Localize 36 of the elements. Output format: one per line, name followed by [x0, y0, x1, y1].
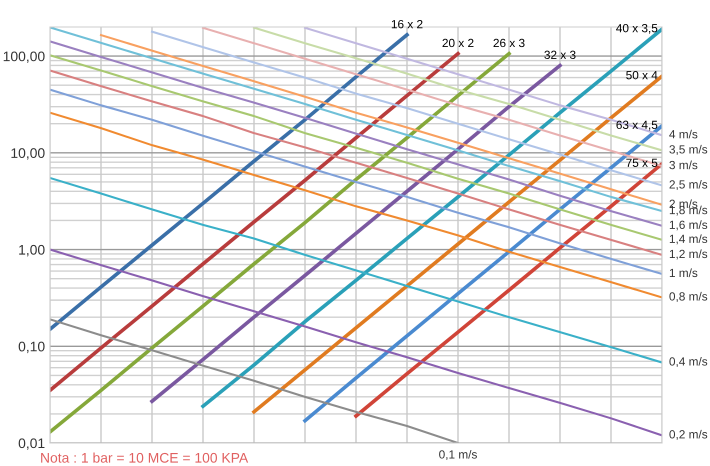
y-tick-label: 100,00 — [4, 51, 45, 63]
series-label: 4 m/s — [669, 130, 698, 138]
series-label: 1,2 m/s — [670, 249, 708, 260]
series-label: 0,2 m/s — [669, 430, 708, 440]
line-series — [50, 33, 409, 332]
series-label: 20 x 2 — [442, 38, 474, 48]
y-tick-label: 0,01 — [18, 438, 44, 450]
series-label: 0,1 m/s — [439, 450, 477, 460]
series-label: 0,8 m/s — [669, 292, 708, 302]
series-label: 1,6 m/s — [670, 220, 708, 230]
series-label: 2,5 m/s — [670, 180, 708, 190]
text: Nota : 1 bar = 10 MCE = 100 KPA — [41, 452, 248, 463]
line-series — [150, 64, 562, 404]
series-label: 3 m/s — [669, 160, 698, 170]
series-label: 1,4 m/s — [670, 234, 708, 244]
line-series — [50, 52, 460, 392]
series-label: 75 x 5 — [626, 158, 658, 167]
series-label: 0,4 m/s — [669, 356, 708, 368]
series-label: 2 m/s — [670, 199, 698, 208]
series-label: 32 x 3 — [544, 50, 576, 59]
line-series — [50, 52, 511, 434]
series-label: 50 x 4 — [626, 71, 658, 80]
series-label: 1 m/s — [670, 268, 698, 278]
series-label: 63 x 4,5 — [616, 120, 658, 130]
line-series — [50, 318, 460, 443]
series-label: 40 x 3,5 — [616, 24, 658, 34]
series-label: 26 x 3 — [494, 38, 525, 48]
line-series — [50, 248, 662, 436]
series-label: 16 x 2 — [392, 20, 422, 28]
series-label: 3,5 m/s — [669, 144, 708, 155]
line-series — [50, 112, 662, 298]
y-tick-label: 10,00 — [11, 148, 45, 160]
line-series — [50, 88, 662, 275]
y-tick-label: 1,00 — [19, 244, 45, 256]
y-tick-label: 0,10 — [18, 342, 45, 354]
line-series — [50, 176, 662, 364]
